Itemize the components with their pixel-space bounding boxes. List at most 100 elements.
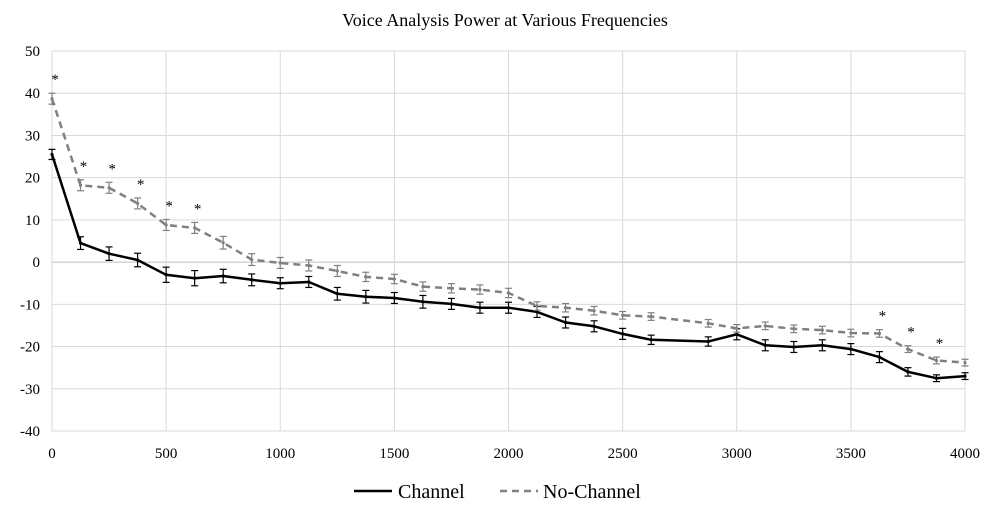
y-tick-label: 40 xyxy=(25,86,40,102)
data-point xyxy=(164,273,168,277)
data-point xyxy=(478,287,482,292)
data-point xyxy=(906,370,910,374)
significance-marker: * xyxy=(879,309,887,325)
data-point xyxy=(877,355,882,359)
data-point xyxy=(421,300,425,304)
data-point xyxy=(250,278,254,282)
y-tick-label: 20 xyxy=(25,171,40,187)
data-point xyxy=(849,347,853,351)
data-point xyxy=(592,324,596,328)
significance-marker: * xyxy=(194,201,202,217)
data-point xyxy=(335,269,339,273)
x-tick-label: 2000 xyxy=(494,446,524,462)
significance-marker: * xyxy=(137,177,145,193)
grid xyxy=(51,50,966,432)
data-point xyxy=(335,292,339,296)
y-tick-label: -10 xyxy=(20,297,40,313)
x-tick-label: 3000 xyxy=(722,446,752,462)
data-point xyxy=(535,310,539,314)
significance-marker: * xyxy=(51,72,59,88)
significance-marker: * xyxy=(80,159,88,175)
data-point xyxy=(78,241,83,245)
series-no-channel xyxy=(48,92,969,367)
x-tick-label: 0 xyxy=(48,446,56,462)
data-point xyxy=(135,258,140,262)
data-point xyxy=(278,261,282,265)
x-tick-label: 500 xyxy=(155,446,178,462)
data-point xyxy=(792,327,796,331)
axes: 50 40 30 20 10 0 -10 -20 -30 -40 0 500 1000 1500 2000 2… xyxy=(20,44,980,462)
series-line xyxy=(50,98,966,364)
data-point xyxy=(735,326,739,330)
data-point xyxy=(563,306,568,310)
y-tick-label: 10 xyxy=(25,213,40,229)
data-point xyxy=(763,343,767,347)
series-channel xyxy=(48,148,969,383)
data-point xyxy=(535,304,539,308)
data-point xyxy=(792,345,796,349)
data-point xyxy=(421,285,425,289)
data-point xyxy=(107,186,111,190)
x-tick-label: 4000 xyxy=(950,446,980,462)
data-point xyxy=(506,306,511,310)
data-point xyxy=(50,152,54,157)
series-layer: * * * * * * * * * xyxy=(48,72,969,383)
data-point xyxy=(278,281,282,285)
legend: Channel No-Channel xyxy=(354,481,641,503)
data-point xyxy=(78,183,83,187)
legend-channel-label: Channel xyxy=(398,481,465,503)
data-point xyxy=(877,331,882,336)
data-point xyxy=(934,358,939,363)
data-point xyxy=(364,275,368,279)
data-point xyxy=(735,332,739,336)
data-point xyxy=(392,296,396,300)
data-point xyxy=(193,276,197,280)
data-point xyxy=(820,343,824,347)
y-tick-label: 30 xyxy=(25,128,40,144)
data-point xyxy=(164,223,168,227)
significance-marker: * xyxy=(165,198,173,214)
data-point xyxy=(135,201,140,206)
data-point xyxy=(449,302,454,306)
data-point xyxy=(449,286,454,290)
data-point xyxy=(649,338,653,342)
data-point xyxy=(107,252,111,256)
data-point xyxy=(820,328,824,332)
data-point xyxy=(50,97,54,101)
series-line xyxy=(50,154,966,380)
legend-no-channel-label: No-Channel xyxy=(543,481,641,503)
y-tick-label: 0 xyxy=(33,255,41,271)
data-point xyxy=(250,257,254,262)
data-point xyxy=(963,374,967,378)
data-point xyxy=(307,280,311,284)
data-point xyxy=(649,314,653,319)
data-point xyxy=(906,347,910,351)
data-point xyxy=(392,277,396,281)
data-point xyxy=(592,309,596,313)
significance-marker: * xyxy=(108,161,116,177)
significance-marker: * xyxy=(936,336,944,352)
y-tick-label: -30 xyxy=(20,382,40,398)
x-tick-label: 1500 xyxy=(379,446,409,462)
data-point xyxy=(763,324,767,328)
y-tick-label: 50 xyxy=(25,44,40,60)
data-point xyxy=(849,331,853,335)
x-tick-label: 3500 xyxy=(836,446,866,462)
data-point xyxy=(307,263,311,268)
data-point xyxy=(706,321,710,325)
x-tick-label: 2500 xyxy=(608,446,638,462)
data-point xyxy=(621,332,625,336)
data-point xyxy=(621,313,625,317)
data-point xyxy=(934,376,939,380)
data-point xyxy=(221,241,225,245)
chart-title: Voice Analysis Power at Various Frequenc… xyxy=(342,10,668,30)
significance-marker: * xyxy=(907,325,915,341)
data-point xyxy=(506,291,511,295)
y-tick-label: -20 xyxy=(20,340,40,356)
data-point xyxy=(563,320,568,325)
data-point xyxy=(364,295,368,299)
data-point xyxy=(478,306,482,310)
x-tick-label: 1000 xyxy=(265,446,295,462)
data-point xyxy=(706,339,710,344)
